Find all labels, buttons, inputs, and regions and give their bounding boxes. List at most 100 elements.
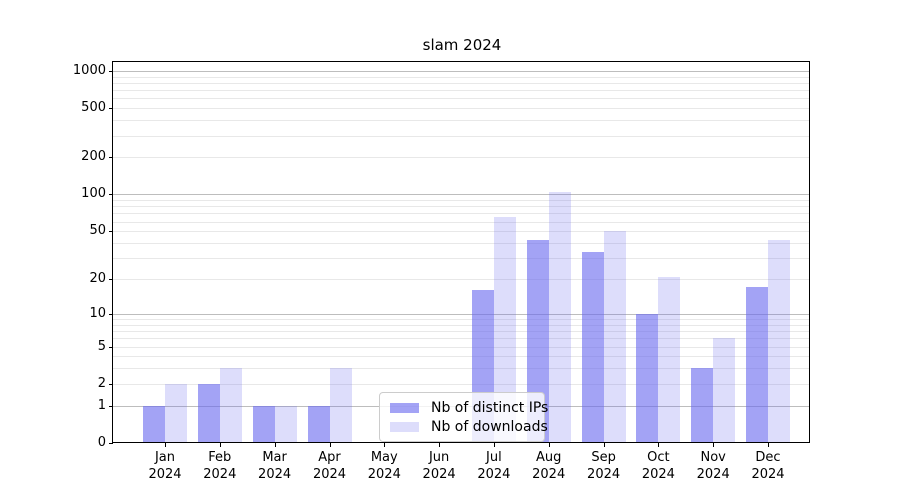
x-tick-mark (603, 443, 605, 447)
minor-gridline (113, 242, 810, 244)
minor-gridline (113, 135, 810, 137)
y-tick-label: 100 (81, 186, 106, 202)
bar-distinct-ips-oct (636, 313, 659, 443)
minor-gridline (113, 324, 810, 326)
bar-distinct-ips-apr (307, 405, 330, 443)
minor-gridline (113, 76, 810, 78)
x-tick-mark (768, 443, 769, 447)
x-tick-label: Jun 2024 (422, 450, 456, 482)
x-tick-mark (548, 443, 550, 447)
x-tick-label: Sep 2024 (587, 450, 621, 482)
y-tick-mark (109, 405, 113, 407)
bar-downloads-nov (713, 338, 736, 443)
legend-row-distinct-ips: Nb of distinct IPs (380, 398, 548, 417)
minor-gridline (113, 206, 810, 208)
bar-downloads-oct (658, 276, 681, 443)
major-gridline (113, 70, 810, 72)
y-tick-label: 0 (97, 435, 106, 450)
x-tick-label: Oct 2024 (641, 450, 675, 482)
y-tick-mark (109, 383, 113, 385)
y-tick-mark (109, 313, 113, 315)
bar-distinct-ips-jan (143, 405, 165, 443)
bar-downloads-sep (603, 231, 626, 443)
minor-gridline (113, 258, 810, 259)
chart-title: slam 2024 (422, 36, 502, 54)
bar-downloads-aug (548, 191, 571, 443)
legend-label-downloads: Nb of downloads (431, 418, 548, 435)
x-tick-mark (493, 443, 495, 447)
bar-distinct-ips-dec (746, 287, 768, 443)
x-tick-label: Aug 2024 (532, 450, 566, 482)
bar-downloads-jan (165, 383, 187, 443)
minor-gridline (113, 338, 810, 340)
minor-gridline (113, 157, 810, 159)
bar-downloads-feb (219, 368, 242, 443)
bar-downloads-mar (274, 405, 297, 443)
bar-distinct-ips-sep (581, 251, 604, 443)
legend: Nb of distinct IPs Nb of downloads (379, 392, 548, 442)
legend-row-downloads: Nb of downloads (380, 417, 548, 436)
distinct-ips-swatch (390, 402, 419, 413)
x-tick-mark (384, 443, 386, 447)
y-tick-label: 5 (97, 338, 106, 354)
x-tick-mark (713, 443, 715, 447)
y-tick-label: 50 (89, 223, 106, 239)
major-gridline (113, 194, 810, 196)
minor-gridline (113, 82, 810, 84)
bar-distinct-ips-nov (691, 368, 714, 443)
x-tick-mark (439, 443, 441, 447)
minor-gridline (113, 356, 810, 358)
minor-gridline (113, 231, 810, 233)
major-gridline (113, 313, 810, 315)
y-tick-mark (109, 231, 113, 233)
y-tick-mark (109, 279, 113, 280)
y-tick-label: 1000 (72, 62, 106, 78)
y-tick-mark (109, 443, 113, 444)
minor-gridline (113, 200, 810, 201)
plot-border (112, 61, 810, 443)
x-tick-mark (658, 443, 660, 447)
y-tick-label: 2 (97, 375, 106, 391)
x-tick-mark (165, 443, 166, 447)
x-tick-label: Dec 2024 (751, 450, 785, 482)
x-tick-mark (329, 443, 331, 447)
minor-gridline (113, 331, 810, 332)
y-tick-mark (109, 108, 113, 110)
downloads-swatch (390, 421, 419, 432)
y-tick-label: 500 (81, 100, 106, 116)
minor-gridline (113, 319, 810, 320)
minor-gridline (113, 383, 810, 385)
bar-downloads-jul (493, 217, 516, 443)
minor-gridline (113, 108, 810, 110)
minor-gridline (113, 221, 810, 223)
minor-gridline (113, 120, 810, 122)
y-tick-mark (109, 194, 113, 196)
minor-gridline (113, 368, 810, 370)
x-tick-label: Feb 2024 (203, 450, 237, 482)
y-tick-label: 1 (97, 397, 106, 413)
bar-downloads-apr (329, 368, 352, 443)
y-tick-mark (109, 346, 113, 348)
x-tick-mark (274, 443, 276, 447)
y-tick-label: 20 (89, 271, 106, 286)
bar-distinct-ips-mar (252, 405, 275, 443)
x-tick-label: May 2024 (367, 450, 401, 482)
x-tick-label: Jul 2024 (477, 450, 511, 482)
minor-gridline (113, 279, 810, 280)
minor-gridline (113, 213, 810, 215)
x-tick-label: Apr 2024 (312, 450, 347, 482)
x-tick-label: Jan 2024 (148, 450, 182, 482)
y-tick-label: 10 (89, 305, 106, 321)
minor-gridline (113, 90, 810, 91)
x-tick-label: Mar 2024 (258, 450, 292, 482)
minor-gridline (113, 346, 810, 348)
bar-downloads-dec (768, 240, 790, 443)
minor-gridline (113, 98, 810, 100)
x-tick-mark (219, 443, 221, 447)
x-tick-label: Nov 2024 (696, 450, 730, 482)
bar-distinct-ips-feb (197, 383, 220, 443)
legend-label-distinct-ips: Nb of distinct IPs (431, 399, 549, 416)
y-tick-mark (109, 70, 113, 72)
y-tick-mark (109, 157, 113, 159)
